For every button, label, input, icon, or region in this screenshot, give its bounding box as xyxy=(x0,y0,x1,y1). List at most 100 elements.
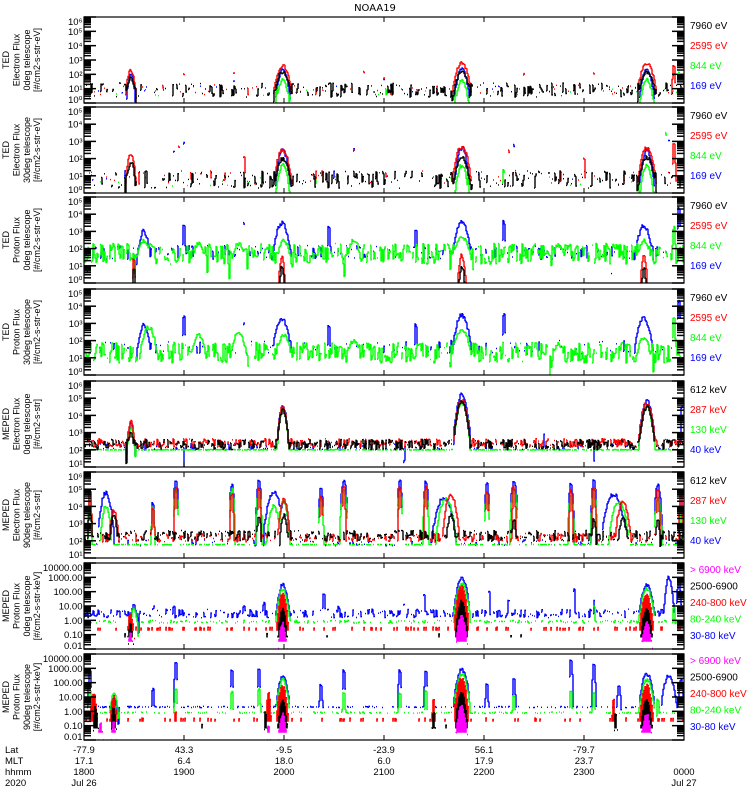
y-tick-label: 10¹ xyxy=(69,550,83,561)
row-label-2020: 2020 xyxy=(5,778,26,789)
y-axis-title-line: Electron Flux xyxy=(11,123,21,176)
legend-entry: 240-800 keV xyxy=(690,689,747,700)
y-axis-title: TED Proton Flux 0deg telescope [#/cm2-s-str… xyxy=(1,208,42,272)
y-axis-title-line: MEPED xyxy=(1,590,11,623)
y-axis-title-line: 30deg telescope xyxy=(22,117,32,183)
panel-data xyxy=(84,575,684,649)
y-axis-title-line: MEPED xyxy=(1,499,11,532)
y-tick-label: 0.10 xyxy=(64,630,83,641)
y-axis-title-line: [#/cm2-s-str] xyxy=(32,399,42,449)
x-label-mlt: 17.9 xyxy=(475,756,494,767)
row-label-mlt: MLT xyxy=(5,756,23,767)
y-axis-title-line: TED xyxy=(1,140,11,159)
y-axis-title-line: [#/cm2-s-str] xyxy=(32,490,42,540)
y-axis-title-line: Electron Flux xyxy=(11,397,21,450)
x-label-hhmm: 2200 xyxy=(473,767,494,778)
x-label-date: Jul 26 xyxy=(71,778,96,789)
y-tick-label: 10⁶ xyxy=(68,17,83,28)
panel-2: 10⁰ 10¹ 10² 10³ 10⁴ 10⁵ TED Electron Flux 30deg … xyxy=(1,106,728,196)
y-tick-label: 10⁶ xyxy=(68,472,83,483)
panel-4: 10⁰ 10¹ 10² 10³ 10⁴ 10⁵ TED Proton Flux 30deg te… xyxy=(1,288,728,378)
legend-entry: 287 keV xyxy=(690,405,727,416)
legend-entry: 80-240 keV xyxy=(690,706,741,717)
y-axis-title: TED Proton Flux 30deg telescope [#/cm2-s-st… xyxy=(1,299,42,365)
y-tick-label: 10³ xyxy=(69,319,83,330)
x-label-lat: -23.9 xyxy=(373,745,395,756)
y-axis-title: MEPED Electron Flux 0deg telescope [#/cm2-s… xyxy=(1,393,42,454)
y-tick-label: 10² xyxy=(69,336,83,347)
y-tick-label: 10¹ xyxy=(69,84,83,95)
series-7960-ev xyxy=(86,155,684,193)
y-tick-label: 10⁴ xyxy=(68,41,83,52)
y-tick-label: 10³ xyxy=(69,227,83,238)
y-axis-title-line: [#/cm2-s-str-eV] xyxy=(32,208,42,272)
y-tick-label: 10000.00 xyxy=(43,654,83,665)
legend-entry: 240-800 keV xyxy=(690,598,747,609)
y-tick-label: 10⁰ xyxy=(68,95,83,106)
y-tick-label: 1000.00 xyxy=(48,664,82,675)
y-tick-label: 10¹ xyxy=(69,353,83,364)
series-2500-6900-kev xyxy=(93,692,653,732)
legend-entry: 130 keV xyxy=(690,425,727,436)
legend-entry: 844 eV xyxy=(690,333,722,344)
legend-entry: > 6900 keV xyxy=(690,656,741,667)
legend-entry: 30-80 keV xyxy=(690,722,736,733)
y-tick-label: 10⁰ xyxy=(68,367,83,378)
y-axis-title-line: Proton Flux xyxy=(11,308,21,355)
y-tick-label: 10⁵ xyxy=(68,197,83,208)
y-axis-title-line: Electron Flux xyxy=(11,488,21,541)
series--6900-kev xyxy=(128,615,653,649)
y-axis-title-line: TED xyxy=(1,230,11,249)
x-label-date: Jul 27 xyxy=(671,778,696,789)
y-tick-label: 10¹ xyxy=(69,171,83,182)
y-tick-label: 10² xyxy=(69,244,83,255)
legend-entry: 30-80 keV xyxy=(690,631,736,642)
panel-8: 0.010.101.0010.00100.001000.0010000.00ME… xyxy=(1,653,747,743)
y-tick-label: 1.00 xyxy=(64,616,83,627)
panel-data xyxy=(84,659,684,740)
y-tick-label: 10⁵ xyxy=(68,485,83,496)
series-2595-ev xyxy=(132,253,648,283)
x-label-mlt: 23.7 xyxy=(575,756,594,767)
x-label-lat: 56.1 xyxy=(475,745,494,756)
series-7960-ev xyxy=(86,70,684,103)
y-tick-label: 10⁶ xyxy=(68,381,83,392)
y-axis-title-line: 0deg telescope xyxy=(22,209,32,270)
y-axis-title-line: [#/cm2-s-str-eV] xyxy=(32,118,42,182)
y-axis-title-line: Proton Flux xyxy=(11,673,21,720)
y-tick-label: 10⁵ xyxy=(68,27,83,38)
panel-data xyxy=(86,61,684,103)
y-tick-label: 10⁴ xyxy=(68,302,83,313)
x-label-lat: -79.7 xyxy=(573,745,595,756)
legend-entry: 130 keV xyxy=(690,516,727,527)
y-axis-title-line: MEPED xyxy=(1,408,11,441)
y-tick-label: 1000.00 xyxy=(48,573,82,584)
y-axis-title-line: 30deg telescope xyxy=(22,299,32,365)
y-tick-label: 10² xyxy=(69,536,83,547)
y-tick-label: 10³ xyxy=(69,137,83,148)
legend-entry: 7960 eV xyxy=(690,201,728,212)
series-40-kev xyxy=(84,392,683,467)
legend-entry: 844 eV xyxy=(690,61,722,72)
legend-entry: 2595 eV xyxy=(690,41,728,52)
panel-frame xyxy=(83,196,685,284)
legend-entry: 2595 eV xyxy=(690,313,728,324)
legend-entry: 2500-6900 xyxy=(690,673,738,684)
legend-entry: > 6900 keV xyxy=(690,565,741,576)
y-axis-title-line: Proton Flux xyxy=(11,216,21,263)
y-tick-label: 10² xyxy=(69,70,83,81)
y-tick-label: 10.00 xyxy=(59,602,83,613)
legend-entry: 7960 eV xyxy=(690,111,728,122)
series-2595-ev xyxy=(86,143,677,186)
series-169-ev xyxy=(92,139,682,187)
x-label-hhmm: 2100 xyxy=(373,767,394,778)
y-tick-label: 100.00 xyxy=(53,678,82,689)
y-tick-label: 10⁴ xyxy=(68,411,83,422)
panel-3: 10⁰ 10¹ 10² 10³ 10⁴ 10⁵ TED Proton Flux 0deg tel… xyxy=(1,196,728,286)
x-label-mlt: 6.0 xyxy=(377,756,390,767)
y-tick-label: 10³ xyxy=(69,428,83,439)
series-2595-ev xyxy=(94,61,683,99)
y-axis-title-line: TED xyxy=(1,50,11,69)
series-240-800-kev xyxy=(97,585,681,640)
